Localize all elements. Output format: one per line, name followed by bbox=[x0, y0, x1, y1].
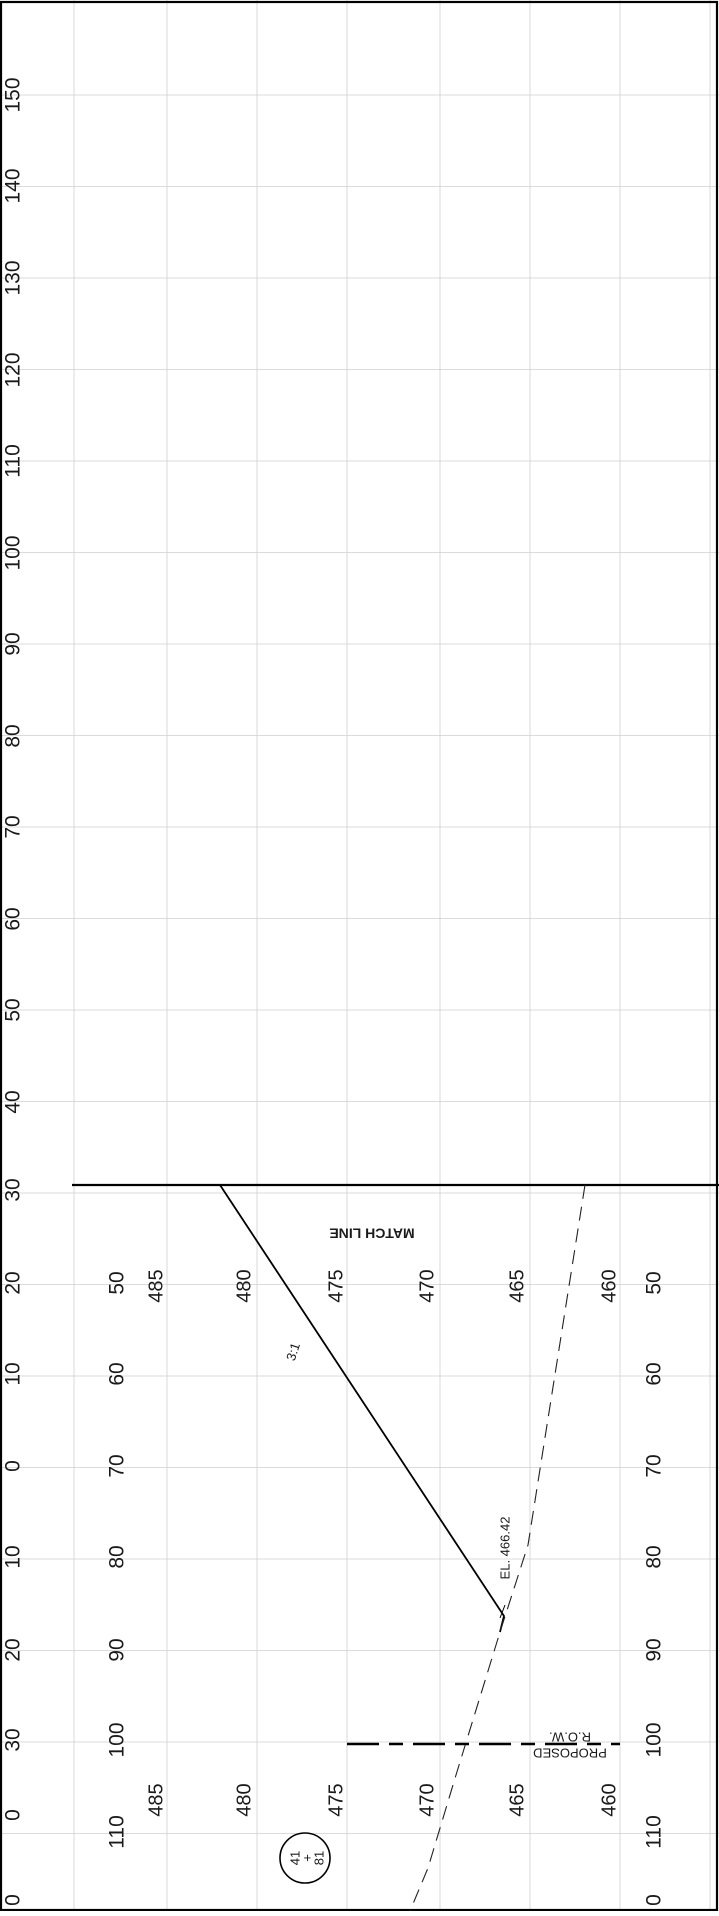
offset-label: 70 bbox=[2, 815, 25, 838]
elevation-label: 480 bbox=[233, 1269, 255, 1302]
scale-offset-label: 100 bbox=[643, 1722, 666, 1757]
station-number-top: 41 bbox=[287, 1851, 302, 1865]
proposed-slope-line bbox=[219, 1184, 505, 1633]
offset-label: 60 bbox=[2, 907, 25, 930]
scale-offset-label: 50 bbox=[106, 1271, 129, 1294]
scale-offset-label: 110 bbox=[643, 1815, 666, 1848]
station-plus: + bbox=[299, 1854, 314, 1862]
offset-label: 120 bbox=[2, 352, 25, 387]
slope-ratio-label: 3:1 bbox=[283, 1341, 303, 1363]
match-line-label: MATCH LINE bbox=[329, 1225, 414, 1241]
offset-label: 40 bbox=[2, 1090, 25, 1113]
offset-label: 50 bbox=[2, 998, 25, 1021]
existing-ground-line bbox=[409, 1184, 586, 1912]
offset-label: 80 bbox=[2, 724, 25, 747]
offset-label: 150 bbox=[2, 77, 25, 112]
elevation-callout: EL. 466.42 bbox=[497, 1517, 512, 1580]
elevation-label: 485 bbox=[145, 1783, 167, 1816]
axis-labels: 1501401301201101009080706050403020100102… bbox=[2, 77, 666, 1905]
elevation-label: 460 bbox=[598, 1269, 620, 1302]
scale-offset-label: 60 bbox=[106, 1362, 129, 1385]
scale-offset-label: 60 bbox=[643, 1362, 666, 1385]
offset-label: 10 bbox=[2, 1545, 25, 1568]
offset-label: 140 bbox=[2, 168, 25, 203]
station-circle bbox=[279, 1832, 331, 1884]
scale-offset-label: 70 bbox=[643, 1454, 666, 1477]
elevation-label: 475 bbox=[325, 1269, 347, 1302]
elevation-callout-leader bbox=[499, 1604, 506, 1619]
scale-offset-label: 80 bbox=[106, 1545, 129, 1568]
offset-label: 10 bbox=[2, 1362, 25, 1385]
elevation-label: 465 bbox=[506, 1269, 528, 1302]
offset-label: 0 bbox=[2, 1460, 25, 1472]
scale-offset-label: 90 bbox=[106, 1638, 129, 1661]
elevation-label: 475 bbox=[325, 1783, 347, 1816]
offset-label: 130 bbox=[2, 260, 25, 295]
row-label-line2: PROPOSED bbox=[533, 1746, 607, 1761]
elevation-label: 470 bbox=[416, 1269, 438, 1302]
station-number-bottom: 81 bbox=[311, 1851, 326, 1865]
row-label-line1: R.O.W. bbox=[549, 1730, 591, 1745]
scale-offset-label: 70 bbox=[106, 1454, 129, 1477]
offset-label: 30 bbox=[2, 1178, 25, 1201]
scale-offset-label: 80 bbox=[643, 1545, 666, 1568]
scale-offset-label: 0 bbox=[643, 1894, 666, 1906]
offset-label: 110 bbox=[2, 444, 25, 477]
offset-label: 100 bbox=[2, 535, 25, 570]
scale-offset-label: 110 bbox=[106, 1815, 129, 1848]
offset-label: 20 bbox=[2, 1271, 25, 1294]
scale-offset-label: 90 bbox=[643, 1638, 666, 1661]
elevation-label: 470 bbox=[416, 1783, 438, 1816]
offset-label: 90 bbox=[2, 632, 25, 655]
elevation-label: 460 bbox=[598, 1783, 620, 1816]
elevation-label: 465 bbox=[506, 1783, 528, 1816]
scale-offset-label: 100 bbox=[106, 1722, 129, 1757]
offset-label: 20 bbox=[2, 1638, 25, 1661]
elevation-label: 480 bbox=[233, 1783, 255, 1816]
scale-offset-label: 50 bbox=[643, 1271, 666, 1294]
offset-label: 0 bbox=[2, 1809, 25, 1821]
elevation-label: 485 bbox=[145, 1269, 167, 1302]
offset-label: 0 bbox=[2, 1894, 25, 1906]
offset-label: 30 bbox=[2, 1728, 25, 1751]
